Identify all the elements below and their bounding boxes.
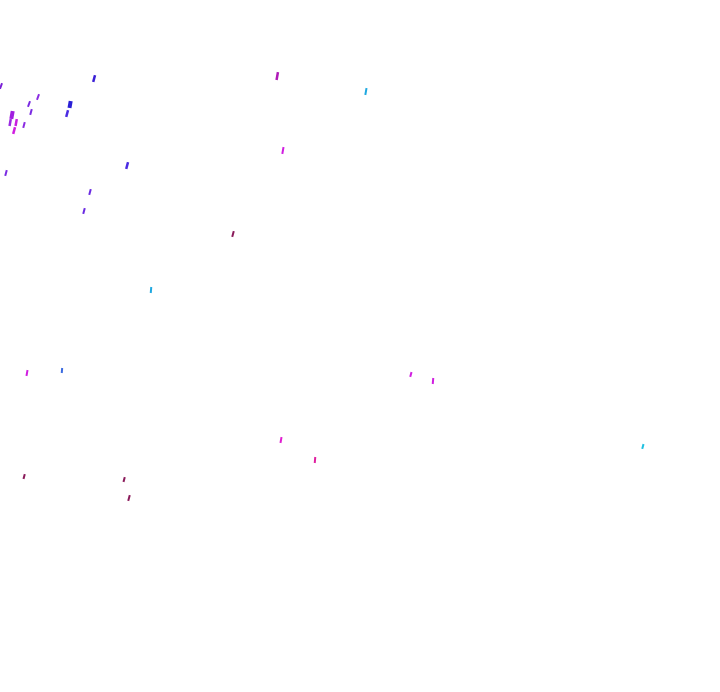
confetti-piece	[122, 476, 126, 483]
confetti-piece	[14, 118, 18, 127]
confetti-piece	[0, 82, 3, 90]
confetti-piece	[149, 286, 153, 294]
confetti-piece	[22, 473, 26, 480]
confetti-piece	[409, 371, 413, 378]
confetti	[0, 71, 645, 502]
confetti-piece	[313, 456, 317, 464]
confetti-piece	[82, 207, 86, 215]
confetti-piece	[11, 126, 17, 135]
confetti-piece	[364, 87, 368, 96]
confetti-piece	[29, 108, 33, 116]
confetti-piece	[127, 494, 131, 502]
confetti-piece	[231, 230, 235, 238]
confetti-piece	[8, 118, 12, 127]
confetti-piece	[36, 93, 40, 101]
confetti-piece	[25, 369, 29, 377]
confetti-piece	[281, 146, 285, 155]
confetti-piece	[4, 169, 8, 177]
confetti-piece	[275, 71, 280, 81]
confetti-piece	[9, 110, 15, 120]
confetti-piece	[431, 377, 435, 385]
confetti-piece	[27, 100, 31, 108]
confetti-piece	[641, 443, 645, 450]
confetti-piece	[64, 109, 70, 118]
confetti-piece	[91, 74, 97, 83]
confetti-piece	[88, 188, 92, 196]
confetti-piece	[67, 100, 73, 109]
confetti-piece	[279, 436, 283, 444]
confetti-piece	[60, 367, 64, 374]
confetti-piece	[124, 161, 130, 170]
confetti-piece	[22, 121, 26, 129]
